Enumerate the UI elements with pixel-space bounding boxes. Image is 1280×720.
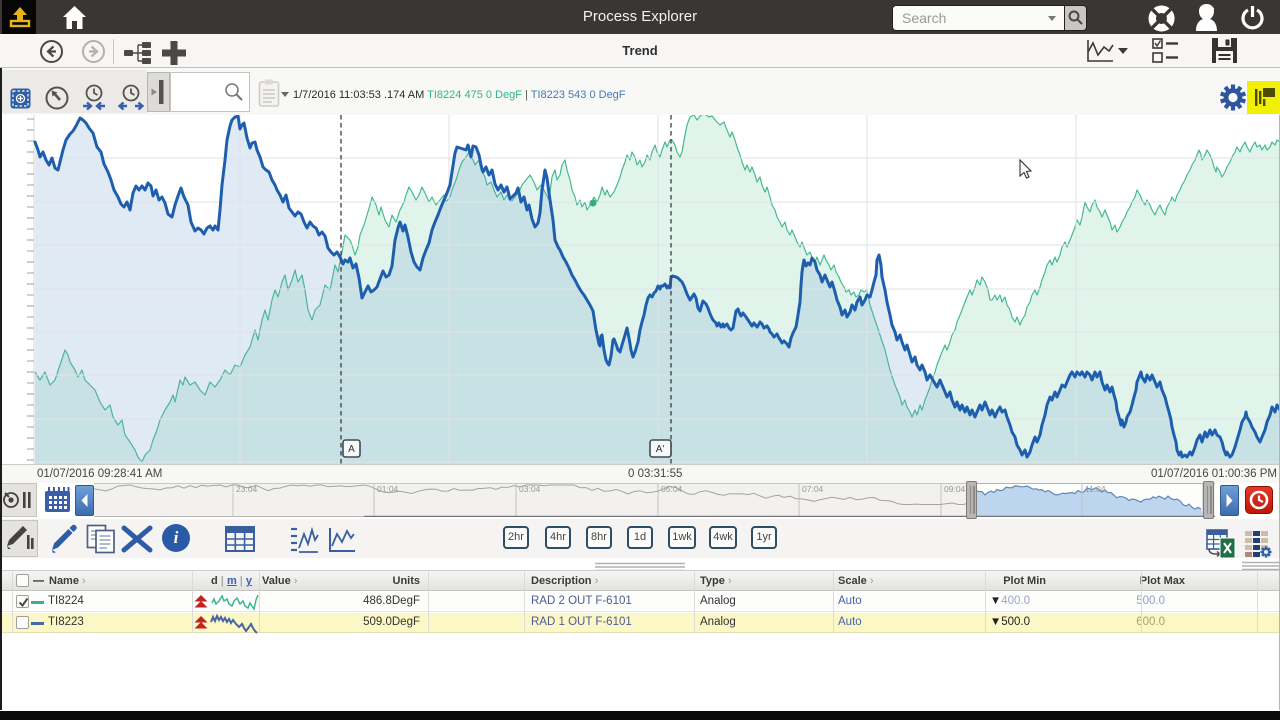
svg-text:A': A' xyxy=(656,444,665,455)
svg-text:A: A xyxy=(348,444,355,455)
svg-text:23:04: 23:04 xyxy=(236,484,258,494)
svg-text:11:04: 11:04 xyxy=(1085,484,1106,494)
svg-text:07:04: 07:04 xyxy=(802,484,824,494)
svg-text:09:04: 09:04 xyxy=(944,484,966,494)
svg-text:05:04: 05:04 xyxy=(661,484,683,494)
svg-text:01:04: 01:04 xyxy=(377,484,399,494)
svg-text:03:04: 03:04 xyxy=(519,484,541,494)
